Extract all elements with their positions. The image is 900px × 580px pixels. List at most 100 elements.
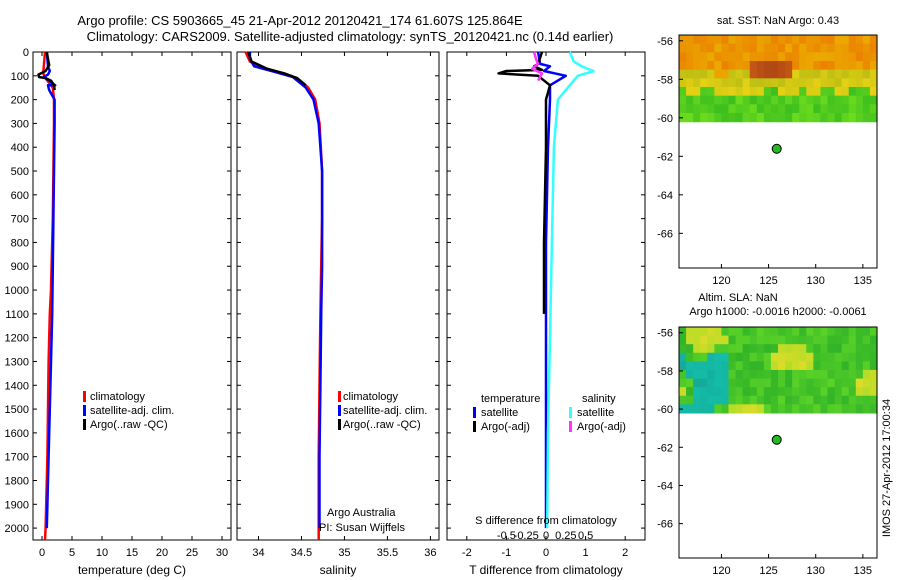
- sla_map-cell: [827, 395, 836, 405]
- sla_map-cell: [742, 327, 751, 337]
- difference-series-temperature-argo-adj-: [497, 51, 552, 314]
- sst_map-cell: [686, 86, 694, 97]
- sst_map-cell: [827, 86, 836, 97]
- sla_map-cell: [679, 361, 687, 371]
- sst_map-cell: [693, 86, 701, 97]
- sst_map-cell: [714, 35, 723, 45]
- sla_map-cell: [714, 352, 723, 362]
- sst_map-cell: [686, 52, 694, 62]
- sst_map-cell: [707, 35, 715, 45]
- sst_map-cell: [742, 104, 751, 114]
- sla_map-cell: [792, 395, 800, 405]
- sla_map-cell: [700, 361, 708, 371]
- sst_map-cell: [827, 69, 836, 79]
- sla_map-ytick-label: -64: [657, 480, 673, 492]
- temp-legend-swatch: [83, 405, 86, 416]
- title-line-2: Climatology: CARS2009. Satellite-adjuste…: [86, 29, 614, 44]
- sst_map-cell: [742, 69, 751, 79]
- sst_map-cell: [749, 95, 758, 105]
- sst_map-cell: [707, 43, 715, 53]
- sla_map-cell: [749, 387, 758, 397]
- sla_map-cell: [869, 395, 878, 405]
- sla_map-cell: [700, 395, 708, 405]
- sla_map-ytick-label: -60: [657, 404, 673, 416]
- diff-legend-swatch: [569, 421, 572, 432]
- sst_map-cell: [778, 86, 786, 97]
- sst_map-cell: [749, 104, 758, 114]
- salinity-frame: [236, 51, 440, 541]
- sla_map-cell: [735, 395, 744, 405]
- sla_map-cell: [799, 404, 807, 414]
- sla_map-cell: [848, 369, 857, 380]
- sst_map-cell: [785, 104, 793, 114]
- sla_map-cell: [700, 352, 708, 362]
- sst_map-cell: [820, 95, 829, 105]
- difference-xtick-label: 2: [622, 547, 628, 559]
- sla_map-cell: [813, 344, 822, 354]
- sst_map-cell: [785, 69, 793, 79]
- sst_map-xtick-label: 125: [759, 275, 777, 287]
- sla_map-cell: [742, 361, 751, 371]
- sla_map-cell: [862, 352, 871, 362]
- sst_map-cell: [749, 61, 758, 71]
- sla_map-cell: [799, 327, 807, 337]
- sla_map-cell: [834, 344, 843, 354]
- sla_map-cell: [799, 395, 807, 405]
- sla_map-cell: [869, 378, 878, 388]
- sla_map-cell: [756, 361, 765, 371]
- sla_map-cell: [806, 327, 814, 337]
- diff-legend-title: temperature: [481, 393, 540, 405]
- sst_map-cell: [714, 61, 723, 71]
- salinity-xtick-label: 34.5: [291, 547, 312, 559]
- sla_map-cell: [756, 387, 765, 397]
- sla_map-cell: [714, 361, 723, 371]
- temperature-ytick-label: 1300: [5, 356, 29, 368]
- sla_map-cell: [721, 378, 730, 388]
- sla_map-cell: [728, 352, 737, 362]
- temperature-ytick-label: 500: [11, 166, 29, 178]
- sst_map-cell: [693, 61, 701, 71]
- sst_map-cell: [799, 112, 807, 123]
- diff-legend-title: salinity: [582, 393, 616, 405]
- sst_map-cell: [841, 86, 850, 97]
- sst_map-cell: [735, 35, 744, 45]
- sst_map-cell: [686, 61, 694, 71]
- sla_map-cell: [721, 369, 730, 380]
- sla_map-cell: [855, 378, 864, 388]
- temperature-frame: [32, 51, 232, 541]
- sst_map-cell: [869, 43, 878, 53]
- sst_map-cell: [728, 95, 737, 105]
- sal-legend-label: satellite-adj. clim.: [343, 405, 427, 417]
- sst_map-cell: [806, 35, 814, 45]
- sla_map-cell: [770, 344, 779, 354]
- sla_map-cell: [700, 344, 708, 354]
- sla_map-cell: [848, 404, 857, 414]
- sla_map-cell: [869, 404, 878, 414]
- sst_map-cell: [834, 86, 843, 97]
- sst_map-cell: [848, 78, 857, 88]
- sla_map-cell: [827, 404, 836, 414]
- sla_map-cell: [778, 387, 786, 397]
- sst_map-cell: [820, 61, 829, 71]
- sla_map-cell: [806, 404, 814, 414]
- sst_map-cell: [820, 43, 829, 53]
- sst_map-cell: [792, 112, 800, 123]
- sla_map-cell: [806, 378, 814, 388]
- sla_map-cell: [770, 369, 779, 380]
- sla_map-cell: [827, 335, 836, 345]
- sst_map-cell: [679, 35, 687, 45]
- temp-legend-swatch: [83, 391, 86, 402]
- sst_map-cell: [693, 43, 701, 53]
- sla_map-cell: [869, 344, 878, 354]
- sst_map-cell: [862, 86, 871, 97]
- sst_map-cell: [778, 112, 786, 123]
- sla_map-cell: [728, 387, 737, 397]
- sst_map-cell: [700, 52, 708, 62]
- sla_map-cell: [735, 387, 744, 397]
- sla_map-cell: [869, 327, 878, 337]
- sst_map-cell: [806, 86, 814, 97]
- sla_map-cell: [813, 395, 822, 405]
- sst_map-cell: [869, 112, 878, 123]
- sst_map-cell: [763, 69, 772, 79]
